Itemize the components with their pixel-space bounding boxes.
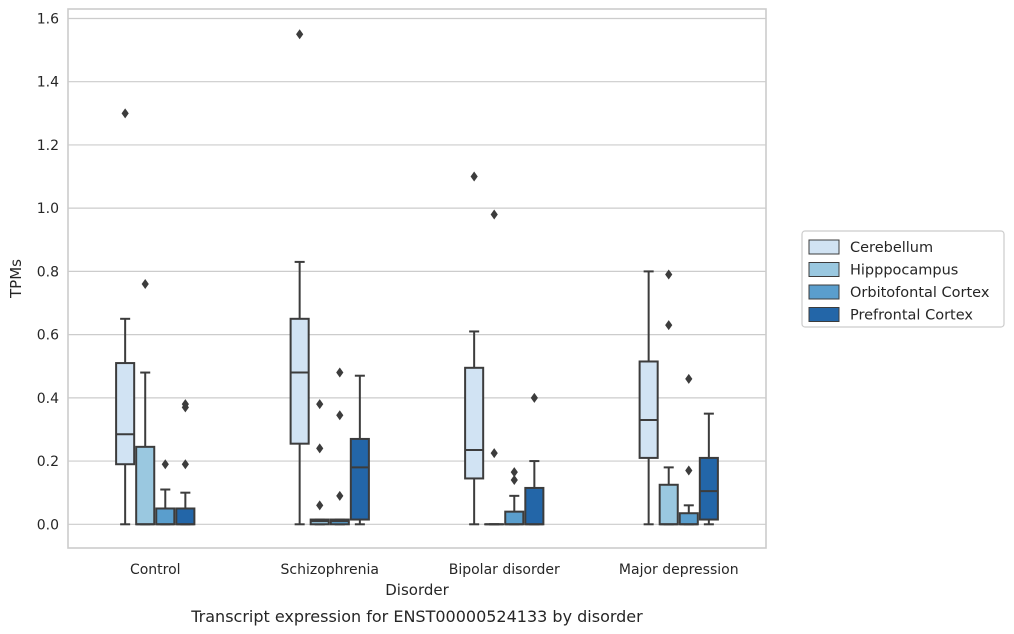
gridlines: [68, 17, 766, 525]
legend-label: Prefrontal Cortex: [850, 308, 973, 324]
x-tick-label: Bipolar disorder: [449, 562, 560, 578]
outlier-point: [470, 171, 478, 182]
x-axis-ticks: Control Schizophrenia Bipolar disorder Majo…: [130, 562, 739, 578]
outlier-point: [490, 209, 498, 220]
outlier-point: [490, 448, 498, 459]
outlier-point: [316, 399, 324, 410]
legend-item: Orbitofontal Cortex: [808, 284, 990, 301]
x-axis-title: Disorder: [385, 581, 449, 599]
outlier-point: [181, 402, 189, 413]
legend-swatch: [808, 307, 840, 322]
box-cerebellum: [115, 108, 136, 526]
y-tick-label: 0.8: [37, 264, 59, 280]
y-tick-label: 1.4: [37, 75, 59, 91]
box-cerebellum: [289, 29, 310, 526]
legend-label: Hipppocampus: [850, 263, 958, 279]
box-body: [464, 366, 485, 480]
box-body: [698, 456, 719, 521]
outlier-point: [161, 459, 169, 470]
box-orbitofontal-cortex: [329, 367, 350, 526]
box-hipppocampus: [658, 269, 679, 526]
legend-label: Cerebellum: [850, 240, 933, 256]
legend-item: Prefrontal Cortex: [808, 307, 973, 324]
box-body: [289, 317, 310, 445]
box-body: [175, 507, 196, 526]
outlier-point: [336, 367, 344, 378]
box-body: [155, 507, 176, 526]
box-cerebellum: [464, 171, 485, 526]
legend-label: Orbitofontal Cortex: [850, 285, 990, 301]
box-orbitofontal-cortex: [504, 467, 525, 526]
legend-item: Hipppocampus: [808, 262, 958, 279]
box-body: [115, 362, 136, 466]
outlier-point: [685, 373, 693, 384]
box-body: [349, 437, 370, 521]
y-axis-ticks: 0.0 0.2 0.4 0.6 0.8 1.0 1.2 1.4 1.6: [37, 11, 59, 533]
box-body: [504, 510, 525, 526]
legend-swatch: [808, 239, 840, 255]
box-body: [658, 483, 679, 526]
outlier-point: [296, 29, 304, 40]
box-body: [638, 360, 659, 459]
outlier-point: [316, 500, 324, 511]
outlier-point: [336, 410, 344, 421]
y-tick-label: 1.0: [37, 201, 59, 217]
outlier-point: [510, 467, 518, 478]
y-tick-label: 0.6: [37, 328, 59, 344]
legend: Cerebellum Hipppocampus Orbitofontal Corte…: [801, 230, 1005, 328]
box-body: [524, 486, 545, 526]
box-series: [115, 29, 719, 526]
legend-frame: [801, 230, 1005, 328]
box-prefrontal-cortex: [698, 412, 719, 526]
outlier-point: [316, 443, 324, 454]
box-hipppocampus: [484, 209, 505, 526]
outlier-point: [141, 279, 149, 290]
outlier-point: [685, 465, 693, 476]
box-cerebellum: [638, 270, 659, 526]
outlier-point: [181, 459, 189, 470]
box-hipppocampus: [309, 399, 330, 526]
box-prefrontal-cortex: [524, 392, 545, 526]
x-tick-label: Schizophrenia: [281, 562, 379, 578]
y-tick-label: 1.6: [37, 11, 59, 27]
y-tick-label: 0.0: [37, 517, 59, 533]
box-orbitofontal-cortex: [678, 373, 699, 526]
outlier-point: [665, 320, 673, 331]
outlier-point: [121, 108, 129, 119]
y-tick-label: 1.2: [37, 138, 59, 154]
box-hipppocampus: [135, 279, 156, 526]
y-axis-title: TPMs: [7, 259, 25, 299]
y-tick-label: 0.2: [37, 454, 59, 470]
y-tick-label: 0.4: [37, 391, 59, 407]
x-tick-label: Control: [130, 562, 181, 578]
box-prefrontal-cortex: [175, 399, 196, 526]
legend-swatch: [808, 284, 840, 300]
outlier-point: [665, 269, 673, 280]
outlier-point: [336, 490, 344, 501]
box-body: [678, 512, 699, 526]
box-orbitofontal-cortex: [155, 459, 176, 526]
x-tick-label: Major depression: [619, 562, 739, 578]
outlier-point: [530, 392, 538, 403]
chart-caption: Transcript expression for ENST0000052413…: [190, 607, 643, 626]
plot-area-frame: [67, 8, 767, 549]
outlier-point: [510, 475, 518, 486]
box-body: [135, 445, 156, 526]
legend-item: Cerebellum: [808, 239, 933, 256]
legend-swatch: [808, 262, 840, 277]
box-prefrontal-cortex: [349, 374, 370, 526]
